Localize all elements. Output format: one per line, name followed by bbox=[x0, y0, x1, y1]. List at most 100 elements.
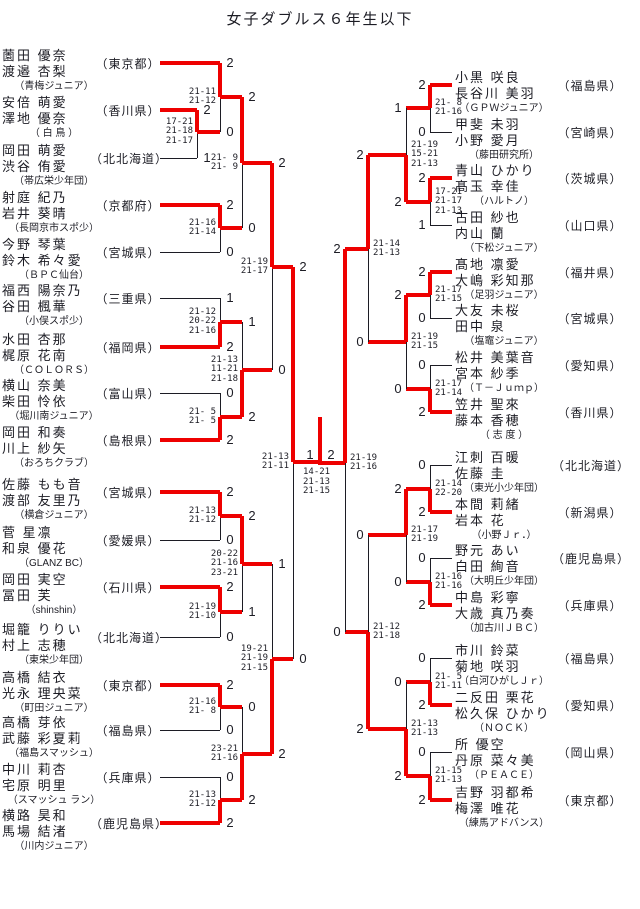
player-name: 岩井 葵晴 bbox=[2, 206, 68, 221]
result-digit: 1 bbox=[248, 604, 256, 619]
team-prefecture: （福島県） bbox=[95, 724, 161, 738]
team-club: （ 白 鳥 ） bbox=[29, 128, 79, 139]
result-digit: 1 bbox=[248, 314, 256, 329]
winner-path bbox=[428, 582, 432, 605]
result-digit: 2 bbox=[226, 55, 234, 70]
match-score: 21-19 21-15 bbox=[411, 331, 439, 351]
player-name: 宮本 紗季 bbox=[455, 366, 521, 381]
team-prefecture: （東京都） bbox=[95, 679, 161, 693]
result-digit: 2 bbox=[226, 484, 234, 499]
result-digit: 2 bbox=[226, 197, 234, 212]
winner-path bbox=[197, 130, 220, 134]
player-name: 川上 紗矢 bbox=[2, 441, 68, 456]
match-score: 21-13 21-12 bbox=[188, 789, 216, 809]
team-line bbox=[160, 777, 220, 778]
final-score: 14-21 21-13 21-15 bbox=[303, 467, 331, 496]
result-digit: 0 bbox=[278, 362, 286, 377]
team-line bbox=[160, 203, 220, 207]
team-line bbox=[430, 410, 452, 414]
player-name: 武藤 彩夏莉 bbox=[2, 731, 83, 746]
team-prefecture: （福島県） bbox=[557, 79, 623, 93]
team-club: （帯広栄少年団） bbox=[14, 176, 94, 187]
team-line bbox=[430, 658, 452, 659]
match-score: 21-16 21- 8 bbox=[188, 696, 216, 716]
player-name: 本間 莉緒 bbox=[455, 497, 521, 512]
result-digit: 2 bbox=[248, 792, 256, 807]
match-score: 21-17 21-19 bbox=[411, 524, 439, 544]
team-club: （堀川南ジュニア） bbox=[9, 411, 99, 422]
player-name: 水田 杏那 bbox=[2, 332, 68, 347]
result-digit: 0 bbox=[248, 699, 256, 714]
team-club: （下松ジュニア） bbox=[464, 243, 544, 254]
team-prefecture: （北北海道） bbox=[552, 459, 631, 473]
match-score: 21-13 21-11 bbox=[261, 451, 289, 471]
team-club: （町田ジュニア） bbox=[14, 703, 94, 714]
player-name: 市川 鈴菜 bbox=[455, 643, 521, 658]
team-club: （おろちクラブ） bbox=[14, 458, 94, 469]
player-name: 藤本 香穂 bbox=[455, 413, 521, 428]
match-connector bbox=[430, 272, 431, 318]
team-prefecture: （兵庫県） bbox=[557, 599, 623, 613]
winner-path bbox=[368, 153, 406, 157]
winner-path bbox=[366, 632, 370, 729]
team-club: （スマッシュ ラン） bbox=[7, 795, 101, 806]
result-digit: 2 bbox=[418, 264, 426, 279]
result-digit: 2 bbox=[394, 481, 402, 496]
result-digit: 2 bbox=[418, 792, 426, 807]
team-line bbox=[160, 683, 220, 687]
winner-path bbox=[240, 516, 244, 564]
match-score: 17-21 21-18 21-17 bbox=[165, 116, 193, 146]
winner-path bbox=[242, 161, 272, 165]
team-prefecture: （山口県） bbox=[557, 219, 623, 233]
player-name: 野元 あい bbox=[455, 543, 521, 558]
team-club: （ハルトノ） bbox=[474, 196, 534, 207]
winner-path bbox=[220, 705, 242, 709]
player-name: 射庭 紀乃 bbox=[2, 190, 68, 205]
player-name: 佐藤 もも音 bbox=[2, 477, 83, 492]
winner-path bbox=[406, 580, 430, 584]
player-name: 吉野 羽都希 bbox=[455, 785, 536, 800]
player-name: 柴田 怜依 bbox=[2, 394, 68, 409]
match-connector bbox=[197, 110, 198, 158]
player-name: 大友 未桜 bbox=[455, 303, 521, 318]
team-prefecture: （京都府） bbox=[95, 199, 161, 213]
team-prefecture: （香川県） bbox=[557, 406, 623, 420]
result-digit: 2 bbox=[203, 102, 211, 117]
winner-path bbox=[428, 682, 432, 705]
winner-path bbox=[404, 295, 408, 342]
team-prefecture: （岡山県） bbox=[557, 746, 623, 760]
player-name: 宅原 明里 bbox=[2, 778, 68, 793]
result-digit: 1 bbox=[278, 556, 286, 571]
winner-path bbox=[218, 587, 222, 612]
winner-path bbox=[220, 320, 242, 324]
team-club: （大明丘少年団） bbox=[464, 576, 544, 587]
match-connector bbox=[430, 85, 431, 132]
team-line bbox=[430, 603, 452, 607]
team-line bbox=[430, 176, 452, 180]
winner-path bbox=[404, 489, 408, 535]
result-digit: 0 bbox=[418, 744, 426, 759]
match-connector bbox=[430, 558, 431, 605]
winner-path bbox=[343, 249, 347, 463]
player-name: 鈴木 希々愛 bbox=[2, 253, 83, 268]
match-score: 21- 8 21-16 bbox=[435, 97, 463, 117]
winner-path bbox=[366, 155, 370, 249]
result-digit: 0 bbox=[356, 527, 364, 542]
winner-path bbox=[218, 205, 222, 228]
team-prefecture: （茨城県） bbox=[557, 172, 623, 186]
result-digit: 2 bbox=[356, 721, 364, 736]
match-score: 21-16 21-16 bbox=[435, 571, 463, 591]
winner-path bbox=[406, 487, 430, 491]
player-name: 岩本 花 bbox=[455, 513, 506, 528]
team-club: （shinshin） bbox=[25, 605, 83, 616]
match-score: 21- 5 21-11 bbox=[435, 671, 463, 691]
team-line bbox=[430, 558, 452, 559]
team-line bbox=[160, 158, 197, 159]
team-prefecture: （島根県） bbox=[95, 434, 161, 448]
team-club: （東光小少年団） bbox=[464, 483, 544, 494]
match-score: 21-19 21-17 bbox=[240, 256, 268, 276]
team-prefecture: （新潟県） bbox=[557, 506, 623, 520]
player-name: 高橋 結衣 bbox=[2, 670, 68, 685]
player-name: 中島 彩寧 bbox=[455, 590, 521, 605]
